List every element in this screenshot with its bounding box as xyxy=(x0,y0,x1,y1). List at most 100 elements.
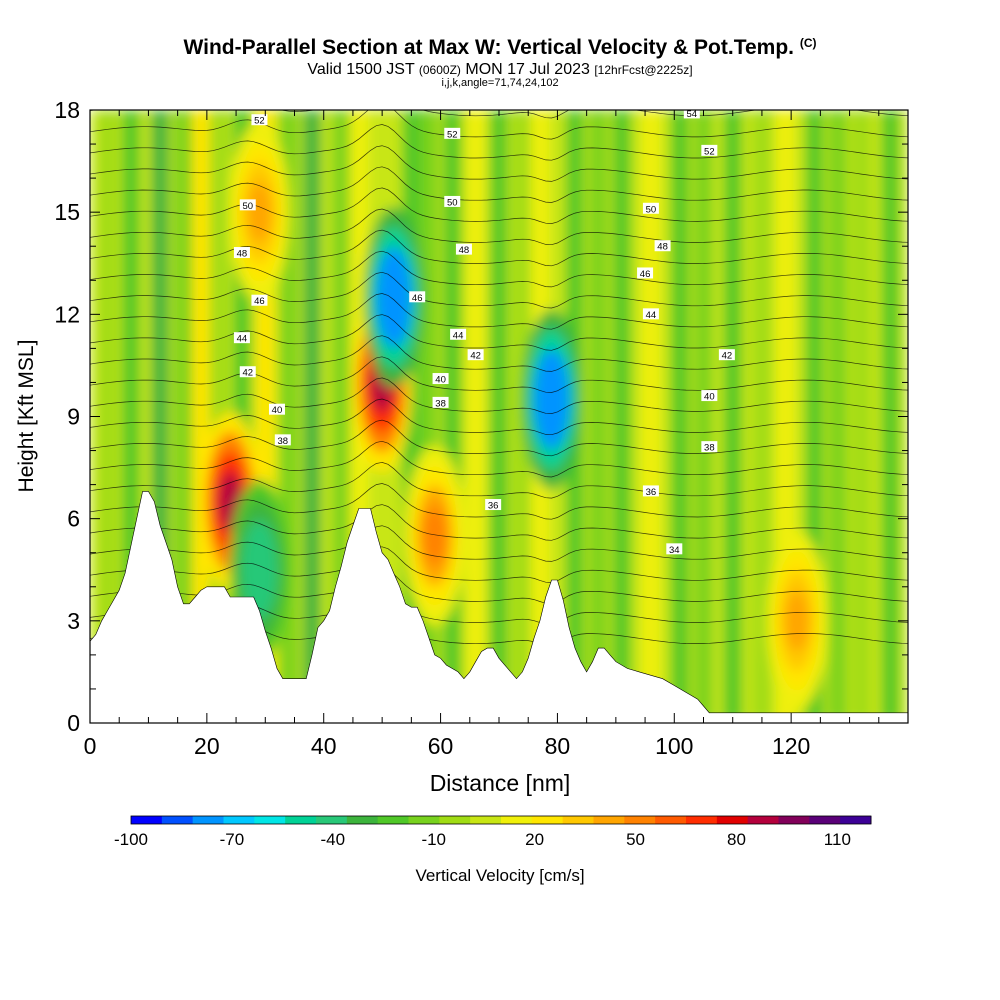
theta-label-box xyxy=(268,403,285,415)
theta-label-box xyxy=(239,199,256,211)
theta-contour-line xyxy=(90,419,908,457)
x-tick-label: 60 xyxy=(428,733,454,759)
theta-contour-label: 52 xyxy=(701,144,718,157)
field-band xyxy=(752,110,771,723)
theta-label-box xyxy=(637,267,654,279)
theta-contour-label: 36 xyxy=(485,499,502,512)
chart-title: Wind-Parallel Section at Max W: Vertical… xyxy=(0,36,1000,60)
y-axis-label: Height [Kft MSL] xyxy=(15,340,38,493)
theta-contour-line xyxy=(90,187,908,224)
updraft-core xyxy=(422,505,447,566)
theta-label-text: 52 xyxy=(447,129,458,140)
theta-label-box xyxy=(444,195,461,207)
y-tick-label: 15 xyxy=(54,199,80,225)
forecast-info: [12hrFcst@2225z] xyxy=(594,63,693,77)
colorbar-label: Vertical Velocity [cm/s] xyxy=(415,866,584,885)
downdraft-core xyxy=(533,349,570,450)
theta-label-text: 42 xyxy=(722,351,733,362)
theta-contour-line xyxy=(90,462,908,499)
theta-label-text: 40 xyxy=(435,375,446,386)
theta-contour-label: 50 xyxy=(642,202,659,215)
colorbar-swatch xyxy=(840,816,872,824)
colorbar-swatch xyxy=(778,816,810,824)
theta-label-text: 36 xyxy=(646,487,657,498)
x-axis-label: Distance [nm] xyxy=(430,770,571,796)
theta-contour-label: 38 xyxy=(274,434,291,447)
theta-label-text: 36 xyxy=(488,501,499,512)
theta-contour-line xyxy=(90,314,908,351)
theta-label-text: 38 xyxy=(435,398,446,409)
theta-contour-line xyxy=(90,229,908,267)
theta-label-text: 46 xyxy=(412,293,423,304)
theta-contour-line xyxy=(90,504,908,541)
field-band xyxy=(98,110,117,723)
theta-label-box xyxy=(251,294,268,306)
colorbar-swatch xyxy=(470,816,502,824)
x-tick-label: 40 xyxy=(311,733,337,759)
y-tick-label: 6 xyxy=(67,506,80,532)
colorbar-tick-label: 20 xyxy=(525,830,544,849)
colorbar-swatch xyxy=(223,816,255,824)
colorbar-swatch xyxy=(377,816,409,824)
theta-label-box xyxy=(701,441,718,453)
theta-label-text: 44 xyxy=(646,310,657,321)
theta-contour-label: 38 xyxy=(701,441,718,454)
y-tick-label: 18 xyxy=(54,97,80,123)
theta-label-text: 44 xyxy=(453,330,464,341)
theta-contour-label: 52 xyxy=(251,114,268,127)
theta-label-box xyxy=(233,332,250,344)
theta-contour-label: 42 xyxy=(718,349,735,362)
theta-label-box xyxy=(642,308,659,320)
field-band xyxy=(466,110,485,723)
field-band xyxy=(490,110,508,723)
colorbar-swatch xyxy=(624,816,656,824)
theta-label-text: 52 xyxy=(254,116,265,127)
field-band xyxy=(723,110,742,723)
colorbar-swatch xyxy=(531,816,564,824)
x-tick-label: 0 xyxy=(84,733,97,759)
colorbar-swatch xyxy=(593,816,625,824)
theta-label-text: 48 xyxy=(237,249,248,260)
theta-contour-line xyxy=(90,483,908,520)
colorbar-swatch xyxy=(316,816,348,824)
theta-label-text: 50 xyxy=(447,197,458,208)
theta-contour-line xyxy=(90,145,908,182)
theta-contour-line xyxy=(90,271,908,309)
theta-contour-label: 52 xyxy=(444,127,461,140)
theta-label-text: 38 xyxy=(704,443,715,454)
colorbar-tick-label: 110 xyxy=(824,830,851,849)
theta-contour-line xyxy=(90,335,908,372)
x-tick-label: 80 xyxy=(545,733,571,759)
colorbar: -100 -70 -40 -10 20 50 80 110 xyxy=(114,815,872,849)
theta-label-text: 48 xyxy=(459,245,470,256)
theta-contour-label: 48 xyxy=(233,247,250,260)
theta-label-text: 42 xyxy=(470,351,481,362)
utc-time: (0600Z) xyxy=(418,63,461,77)
theta-label-box xyxy=(683,110,700,119)
theta-label-text: 46 xyxy=(254,296,265,307)
field-band xyxy=(612,110,631,723)
field-band xyxy=(881,110,900,723)
theta-contour-label: 48 xyxy=(455,243,472,256)
colorbar-swatch xyxy=(809,816,841,824)
theta-label-text: 40 xyxy=(704,392,715,403)
colorbar-swatch xyxy=(747,816,779,824)
theta-contour-line xyxy=(90,398,908,436)
theta-label-box xyxy=(450,328,467,340)
colorbar-swatch xyxy=(716,816,749,824)
theta-label-box xyxy=(467,349,484,361)
theta-label-text: 50 xyxy=(646,204,657,215)
theta-label-text: 50 xyxy=(242,201,253,212)
field-band xyxy=(852,110,871,723)
theta-contour-label: 46 xyxy=(251,294,268,307)
theta-contour-label: 44 xyxy=(450,328,467,341)
theta-contour-line xyxy=(90,525,908,562)
theta-contour-label: 44 xyxy=(233,332,250,345)
x-tick-label: 120 xyxy=(772,733,810,759)
theta-contour-label: 42 xyxy=(239,366,256,379)
theta-contour-line xyxy=(90,546,908,583)
theta-contour-line xyxy=(90,293,908,330)
colorbar-tick-label: -70 xyxy=(220,830,245,849)
